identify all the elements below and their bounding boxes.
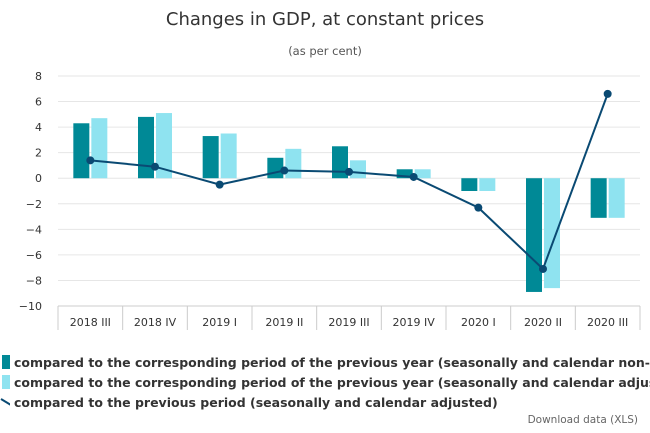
x-tick-label: 2020 I — [461, 316, 496, 329]
x-tick-label: 2018 IV — [134, 316, 177, 329]
x-tick-label: 2019 III — [328, 316, 369, 329]
y-tick-label: 0 — [35, 172, 42, 185]
bar-non-adjusted — [332, 146, 348, 179]
chart-title: Changes in GDP, at constant prices — [166, 9, 484, 30]
y-tick-label: 6 — [35, 96, 42, 109]
bar-adjusted — [156, 113, 172, 179]
bar-adjusted — [350, 160, 366, 179]
chart-canvas: Changes in GDP, at constant prices (as p… — [19, 9, 641, 330]
y-tick-label: −6 — [26, 249, 42, 262]
bar-non-adjusted — [138, 116, 154, 179]
chart-subtitle: (as per cent) — [288, 44, 362, 58]
bar-adjusted — [285, 148, 302, 179]
download-data-link[interactable]: Download data (XLS) — [527, 414, 638, 426]
legend-item-non-adjusted[interactable]: compared to the corresponding period of … — [0, 352, 650, 372]
y-tick-label: −2 — [26, 198, 42, 211]
x-tick-label: 2019 I — [202, 316, 237, 329]
line-point — [603, 89, 612, 98]
line-point — [539, 264, 547, 273]
legend-label-previous-period: compared to the previous period (seasona… — [14, 394, 498, 410]
legend-swatch-non-adjusted — [2, 355, 10, 369]
y-tick-label: 8 — [35, 70, 42, 83]
legend-item-adjusted[interactable]: compared to the corresponding period of … — [0, 372, 650, 392]
legend-label-non-adjusted: compared to the corresponding period of … — [14, 354, 650, 370]
bar-non-adjusted — [461, 178, 478, 191]
x-tick-label: 2019 II — [265, 316, 303, 329]
bar-adjusted — [608, 178, 625, 218]
bar-non-adjusted — [202, 136, 219, 179]
y-tick-label: 2 — [35, 147, 42, 160]
line-point — [345, 167, 353, 176]
x-tick-label: 2020 III — [587, 316, 628, 329]
legend-item-previous-period[interactable]: compared to the previous period (seasona… — [0, 392, 650, 412]
x-tick-label: 2019 IV — [393, 316, 436, 329]
legend-label-adjusted: compared to the corresponding period of … — [14, 374, 650, 390]
line-point — [215, 180, 224, 189]
line-series — [86, 89, 612, 273]
bar-adjusted — [91, 118, 108, 179]
x-tick-label: 2018 III — [70, 316, 111, 329]
x-axis-ticks: 2018 III 2018 IV 2019 I 2019 II 2019 III 2019… — [57, 306, 641, 330]
y-tick-label: −10 — [19, 300, 42, 313]
y-tick-label: −8 — [26, 274, 42, 287]
y-tick-label: 4 — [35, 121, 42, 134]
legend-swatch-previous-period — [0, 398, 10, 406]
bar-adjusted — [544, 178, 560, 289]
line-point — [86, 156, 95, 165]
line-point — [151, 162, 159, 171]
line-point — [409, 172, 418, 181]
legend-swatch-adjusted — [2, 375, 10, 389]
line-point — [280, 166, 289, 175]
bar-adjusted — [220, 133, 237, 179]
bar-non-adjusted — [396, 169, 413, 179]
bar-non-adjusted — [73, 123, 90, 179]
bar-adjusted — [414, 169, 431, 179]
bar-adjusted — [479, 178, 496, 191]
bar-non-adjusted — [267, 157, 284, 179]
bar-non-adjusted — [526, 178, 542, 292]
line-point — [474, 203, 483, 212]
bar-non-adjusted — [590, 178, 607, 218]
legend: compared to the corresponding period of … — [0, 352, 650, 412]
y-axis-ticks: 8 6 4 2 0 −2 −4 −6 −8 −10 — [19, 70, 42, 313]
x-tick-label: 2020 II — [524, 316, 562, 329]
y-tick-label: −4 — [26, 223, 42, 236]
